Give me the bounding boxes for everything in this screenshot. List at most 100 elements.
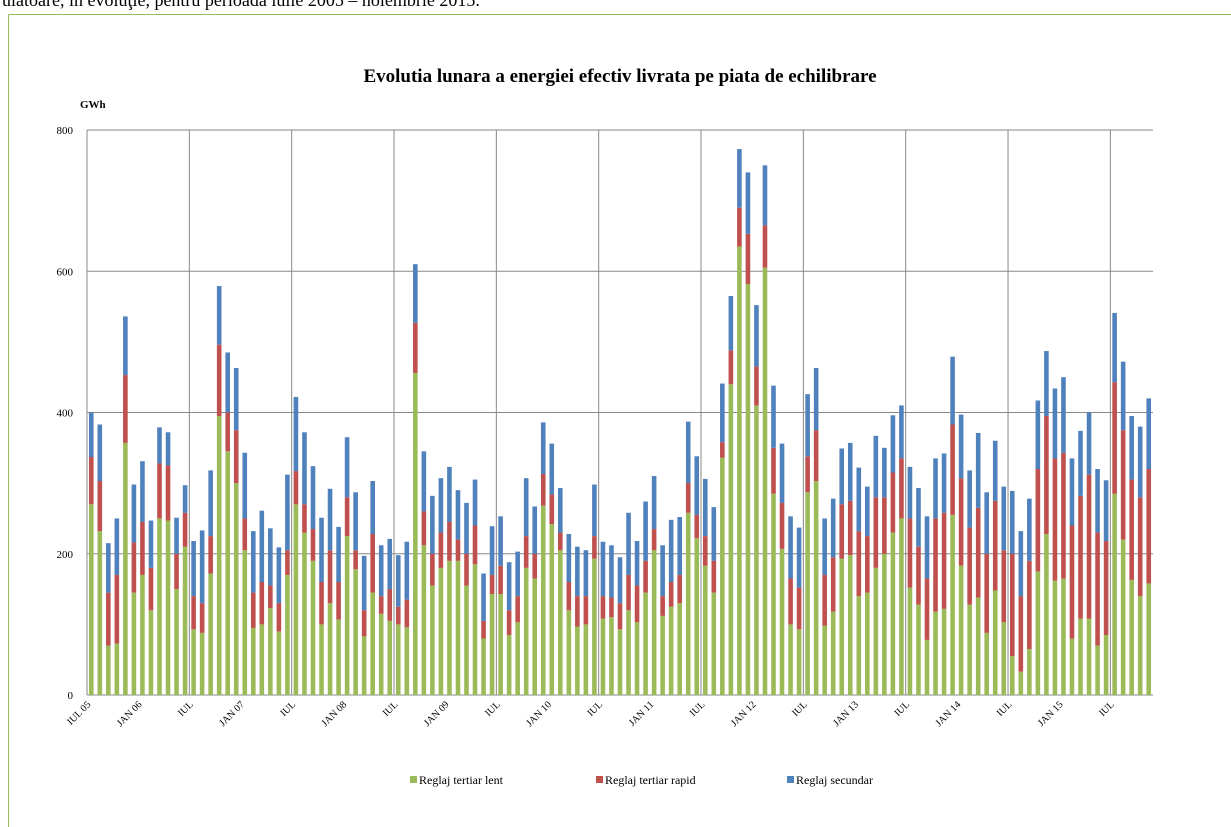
bar-segment bbox=[899, 405, 904, 459]
bar-segment bbox=[191, 629, 196, 695]
bar-segment bbox=[1009, 656, 1015, 695]
bar-segment bbox=[839, 504, 845, 559]
bar-segment bbox=[711, 560, 717, 593]
bar-segment bbox=[319, 517, 324, 582]
x-tick-label: IUL bbox=[176, 699, 196, 719]
bar-segment bbox=[728, 295, 734, 351]
bar-segment bbox=[609, 617, 614, 695]
bar-segment bbox=[745, 233, 751, 284]
bar-segment bbox=[694, 538, 700, 695]
bar-segment bbox=[1120, 539, 1126, 695]
bar-segment bbox=[583, 624, 589, 695]
bar-segment bbox=[822, 625, 827, 695]
bar-segment bbox=[438, 478, 444, 533]
bar-segment bbox=[847, 555, 853, 695]
bar-segment bbox=[199, 603, 205, 633]
y-tick-label: 200 bbox=[57, 549, 74, 561]
bar-segment bbox=[430, 553, 435, 586]
bar-segment bbox=[771, 385, 776, 448]
bar-segment bbox=[114, 518, 120, 575]
bar-segment bbox=[327, 488, 333, 551]
bar-segment bbox=[651, 550, 657, 695]
bar-segment bbox=[1001, 486, 1007, 551]
bar-segment bbox=[1018, 671, 1024, 695]
bar-segment bbox=[413, 372, 418, 695]
bar-segment bbox=[660, 596, 665, 616]
bar-segment bbox=[361, 636, 367, 695]
bar-segment bbox=[455, 539, 461, 561]
bar-segment bbox=[216, 416, 222, 695]
bar-segment bbox=[924, 578, 930, 640]
bar-segment bbox=[131, 592, 137, 695]
bar-segment bbox=[737, 207, 742, 247]
bar-segment bbox=[865, 536, 870, 593]
bar-segment bbox=[634, 541, 640, 586]
bar-segment bbox=[148, 610, 154, 695]
bar-segment bbox=[685, 421, 691, 484]
bar-segment bbox=[532, 553, 538, 579]
x-tick-label: IUL bbox=[483, 699, 503, 719]
bar-segment bbox=[984, 632, 990, 695]
bar-segment bbox=[140, 461, 145, 522]
x-tick-label: IUL bbox=[995, 699, 1015, 719]
bar-segment bbox=[344, 497, 350, 537]
bar-segment bbox=[950, 514, 955, 695]
bar-segment bbox=[813, 368, 819, 431]
bar-segment bbox=[643, 560, 648, 593]
bar-segment bbox=[566, 533, 572, 582]
bar-segment bbox=[839, 558, 845, 695]
bar-segment bbox=[668, 582, 674, 607]
bar-segment bbox=[464, 585, 469, 695]
bar-segment bbox=[165, 432, 171, 466]
bar-segment bbox=[233, 430, 239, 484]
bar-segment bbox=[933, 611, 938, 695]
bar-segment bbox=[225, 451, 231, 695]
y-tick-label: 400 bbox=[57, 408, 74, 420]
bar-segment bbox=[549, 494, 555, 525]
bar-segment bbox=[216, 286, 222, 345]
bar-segment bbox=[353, 550, 358, 570]
bar-segment bbox=[123, 316, 128, 376]
bar-segment bbox=[975, 507, 981, 598]
x-tick-label: JAN 15 bbox=[1036, 699, 1066, 729]
bar-segment bbox=[387, 589, 393, 621]
x-tick-label: JAN 06 bbox=[115, 699, 145, 729]
bar-segment bbox=[796, 527, 802, 588]
bar-segment bbox=[182, 512, 188, 547]
bar-segment bbox=[387, 620, 393, 695]
bar-segment bbox=[1086, 412, 1092, 475]
bar-segment bbox=[967, 604, 972, 695]
bar-segment bbox=[498, 516, 503, 566]
bar-segment bbox=[941, 608, 947, 695]
bar-segment bbox=[225, 412, 231, 452]
bar-segment bbox=[131, 484, 137, 543]
bar-segment bbox=[242, 452, 248, 519]
bar-segment bbox=[515, 551, 520, 597]
bar-segment bbox=[1035, 400, 1041, 469]
bar-segment bbox=[523, 536, 529, 568]
y-tick-label: 0 bbox=[68, 690, 74, 702]
bar-segment bbox=[830, 498, 836, 558]
bar-segment bbox=[847, 500, 853, 556]
bar-segment bbox=[950, 424, 955, 515]
bar-segment bbox=[361, 555, 367, 611]
legend-swatch bbox=[596, 776, 603, 783]
bar-segment bbox=[182, 546, 188, 695]
bar-segment bbox=[745, 172, 751, 234]
bar-segment bbox=[609, 545, 614, 598]
bar-segment bbox=[1018, 531, 1024, 597]
legend-swatch bbox=[787, 776, 794, 783]
bar-segment bbox=[285, 550, 290, 575]
bar-segment bbox=[779, 502, 785, 549]
bar-segment bbox=[1137, 497, 1143, 597]
bar-segment bbox=[1018, 596, 1024, 672]
bar-segment bbox=[344, 437, 350, 498]
bar-segment bbox=[643, 501, 648, 561]
bar-segment bbox=[464, 502, 469, 554]
bar-segment bbox=[651, 476, 657, 530]
bar-segment bbox=[720, 442, 725, 458]
x-tick-label: IUL bbox=[688, 699, 708, 719]
bar-segment bbox=[796, 587, 802, 630]
bar-segment bbox=[1078, 618, 1083, 695]
